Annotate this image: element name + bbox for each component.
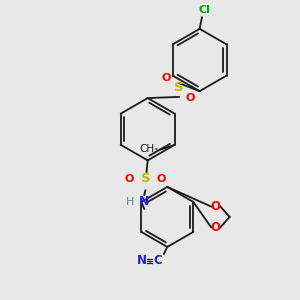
Text: S: S (174, 81, 184, 94)
Text: O: O (124, 174, 134, 184)
Text: S: S (141, 172, 150, 185)
Text: O: O (157, 174, 166, 184)
Text: N: N (137, 254, 147, 267)
Text: O: O (186, 93, 195, 103)
Text: C: C (154, 254, 163, 267)
Text: O: O (211, 200, 221, 213)
Text: H: H (126, 197, 135, 207)
Text: N: N (139, 195, 149, 208)
Text: O: O (211, 221, 221, 234)
Text: O: O (161, 74, 171, 83)
Text: CH₃: CH₃ (140, 144, 159, 154)
Text: Cl: Cl (198, 5, 210, 15)
